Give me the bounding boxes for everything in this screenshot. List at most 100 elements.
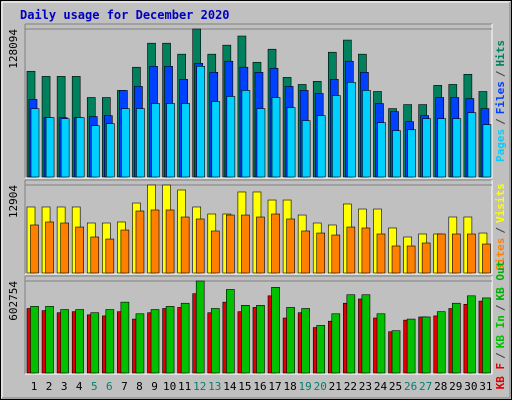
x-tick-label: 16 xyxy=(253,380,266,393)
x-tick-label: 27 xyxy=(419,380,432,393)
bar xyxy=(90,236,100,274)
legend-entry: KB F xyxy=(494,363,507,390)
bar xyxy=(422,118,431,178)
bar xyxy=(226,289,235,374)
x-tick-label: 3 xyxy=(61,380,68,393)
legend: Sites / Visits xyxy=(494,183,507,271)
bar xyxy=(121,108,130,178)
bar xyxy=(467,233,476,274)
bar xyxy=(407,129,416,178)
bar xyxy=(60,309,69,374)
bar xyxy=(271,97,281,178)
bar xyxy=(150,209,160,274)
bar xyxy=(467,295,476,374)
bar xyxy=(195,218,205,274)
bar xyxy=(226,214,235,274)
x-tick-label: 8 xyxy=(136,380,143,393)
bar xyxy=(181,103,190,178)
bar xyxy=(331,313,341,374)
bar xyxy=(421,242,431,274)
x-tick-label: 18 xyxy=(283,380,296,393)
legend-separator: / xyxy=(494,227,507,234)
bar xyxy=(135,313,145,374)
bar xyxy=(75,117,85,178)
bar xyxy=(195,280,205,374)
bar xyxy=(256,305,265,374)
bar xyxy=(241,90,251,178)
bar xyxy=(256,216,265,274)
bar xyxy=(316,115,326,178)
bar xyxy=(361,227,371,274)
legend-entry: Sites xyxy=(494,238,507,271)
bar xyxy=(346,294,356,374)
bar xyxy=(406,318,416,374)
bar xyxy=(241,305,250,374)
bar xyxy=(75,226,84,274)
x-tick-label: 4 xyxy=(76,380,83,393)
bar xyxy=(482,243,491,274)
bar xyxy=(180,302,190,374)
x-tick-label: 26 xyxy=(404,380,417,393)
legend-separator: / xyxy=(494,70,507,77)
bar xyxy=(392,130,401,178)
chart-title: Daily usage for December 2020 xyxy=(20,8,230,22)
bar xyxy=(377,122,386,178)
bar xyxy=(45,117,55,178)
x-tick-label: 1 xyxy=(31,380,38,393)
legend-entry: Hits xyxy=(494,40,507,67)
bar xyxy=(256,108,266,178)
bar xyxy=(75,309,84,374)
y-tick-label: 128094 xyxy=(7,29,20,69)
bar xyxy=(105,309,115,374)
bar xyxy=(165,209,175,274)
y-tick-label: 602754 xyxy=(7,281,20,321)
bar xyxy=(347,82,356,178)
bar xyxy=(467,112,477,178)
bar xyxy=(180,216,190,274)
x-tick-label: 13 xyxy=(208,380,221,393)
legend-entry: Pages xyxy=(494,129,507,162)
bar xyxy=(120,301,130,374)
bar xyxy=(376,313,386,374)
bar xyxy=(151,103,160,178)
bar xyxy=(120,229,130,274)
bar xyxy=(136,108,145,178)
bar xyxy=(436,311,446,374)
x-tick-label: 30 xyxy=(464,380,477,393)
bar xyxy=(106,123,115,178)
bar xyxy=(210,230,220,274)
legend-separator: / xyxy=(494,352,507,359)
bar xyxy=(331,234,341,274)
bar xyxy=(45,221,54,274)
y-tick-label: 12904 xyxy=(7,185,20,218)
bar xyxy=(361,294,371,374)
x-tick-label: 6 xyxy=(106,380,113,393)
x-tick-label: 24 xyxy=(374,380,388,393)
bar xyxy=(45,306,54,374)
legend-separator: / xyxy=(494,304,507,311)
bar xyxy=(60,118,70,178)
bar xyxy=(331,95,341,178)
bar xyxy=(30,306,39,374)
x-tick-label: 21 xyxy=(329,380,342,393)
bar xyxy=(286,307,295,374)
x-tick-label: 10 xyxy=(163,380,176,393)
x-tick-label: 15 xyxy=(238,380,251,393)
bar xyxy=(376,233,386,274)
x-tick-label: 19 xyxy=(299,380,312,393)
bar xyxy=(210,308,220,374)
x-tick-label: 17 xyxy=(268,380,281,393)
bar xyxy=(482,297,491,374)
legend-entry: KB Out xyxy=(494,261,507,301)
bar xyxy=(286,218,295,274)
bar xyxy=(105,238,115,274)
bar xyxy=(452,302,461,374)
bar xyxy=(60,222,69,274)
bar xyxy=(165,306,175,374)
bar xyxy=(421,316,431,374)
bar xyxy=(406,245,416,274)
x-tick-label: 25 xyxy=(389,380,402,393)
bar xyxy=(196,66,206,178)
